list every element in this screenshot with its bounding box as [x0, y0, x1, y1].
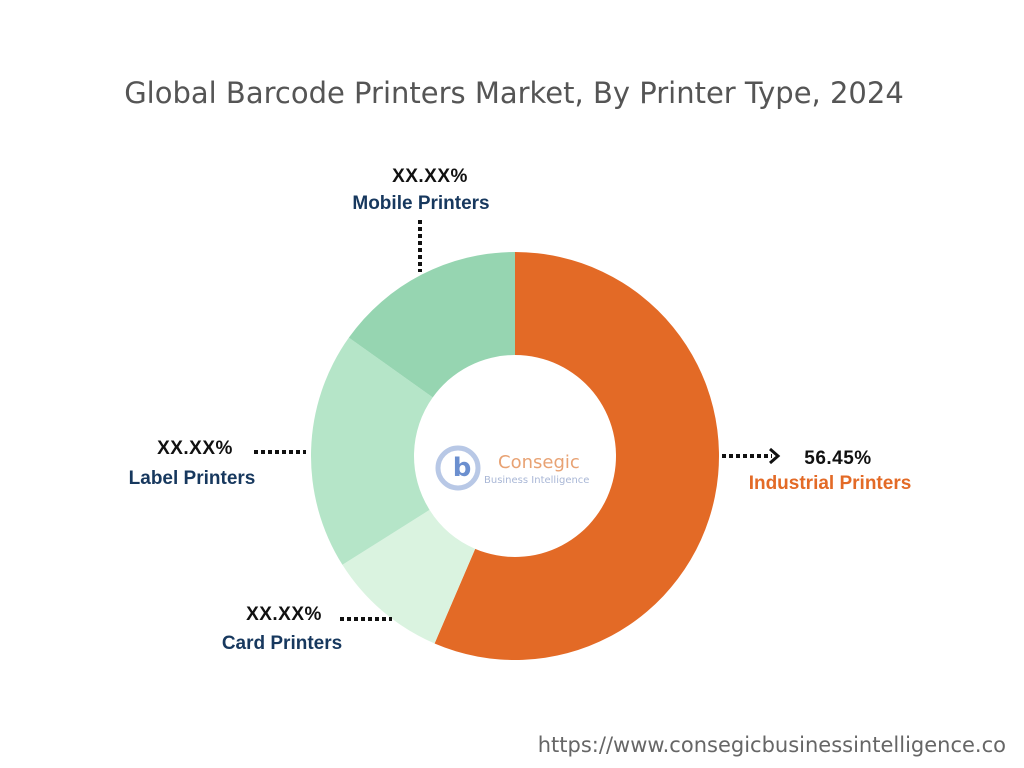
- donut: [311, 252, 720, 660]
- value-label: XX.XX%: [392, 166, 468, 187]
- donut-slice: [434, 252, 720, 660]
- website-url: https://www.consegicbusinessintelligence…: [538, 733, 1006, 757]
- category-label: Card Printers: [222, 633, 342, 654]
- chart-title: Global Barcode Printers Market, By Print…: [124, 76, 904, 110]
- logo-icon: [435, 445, 481, 491]
- donut-slice: [348, 252, 515, 398]
- logo: b Consegic Business Intelligence: [435, 445, 589, 491]
- logo-tagline: Business Intelligence: [484, 475, 589, 486]
- category-label: Label Printers: [129, 468, 256, 489]
- value-label: XX.XX%: [246, 604, 322, 625]
- arrow-head: [769, 447, 781, 465]
- logo-name: Consegic: [498, 452, 580, 473]
- logo-letter: b: [453, 453, 472, 483]
- donut-slice: [311, 337, 433, 565]
- value-label: XX.XX%: [157, 438, 233, 459]
- category-label: Mobile Printers: [352, 193, 489, 214]
- leaders: [254, 220, 781, 621]
- category-label: Industrial Printers: [749, 473, 912, 494]
- donut-slice: [342, 509, 476, 644]
- value-label: 56.45%: [804, 448, 871, 469]
